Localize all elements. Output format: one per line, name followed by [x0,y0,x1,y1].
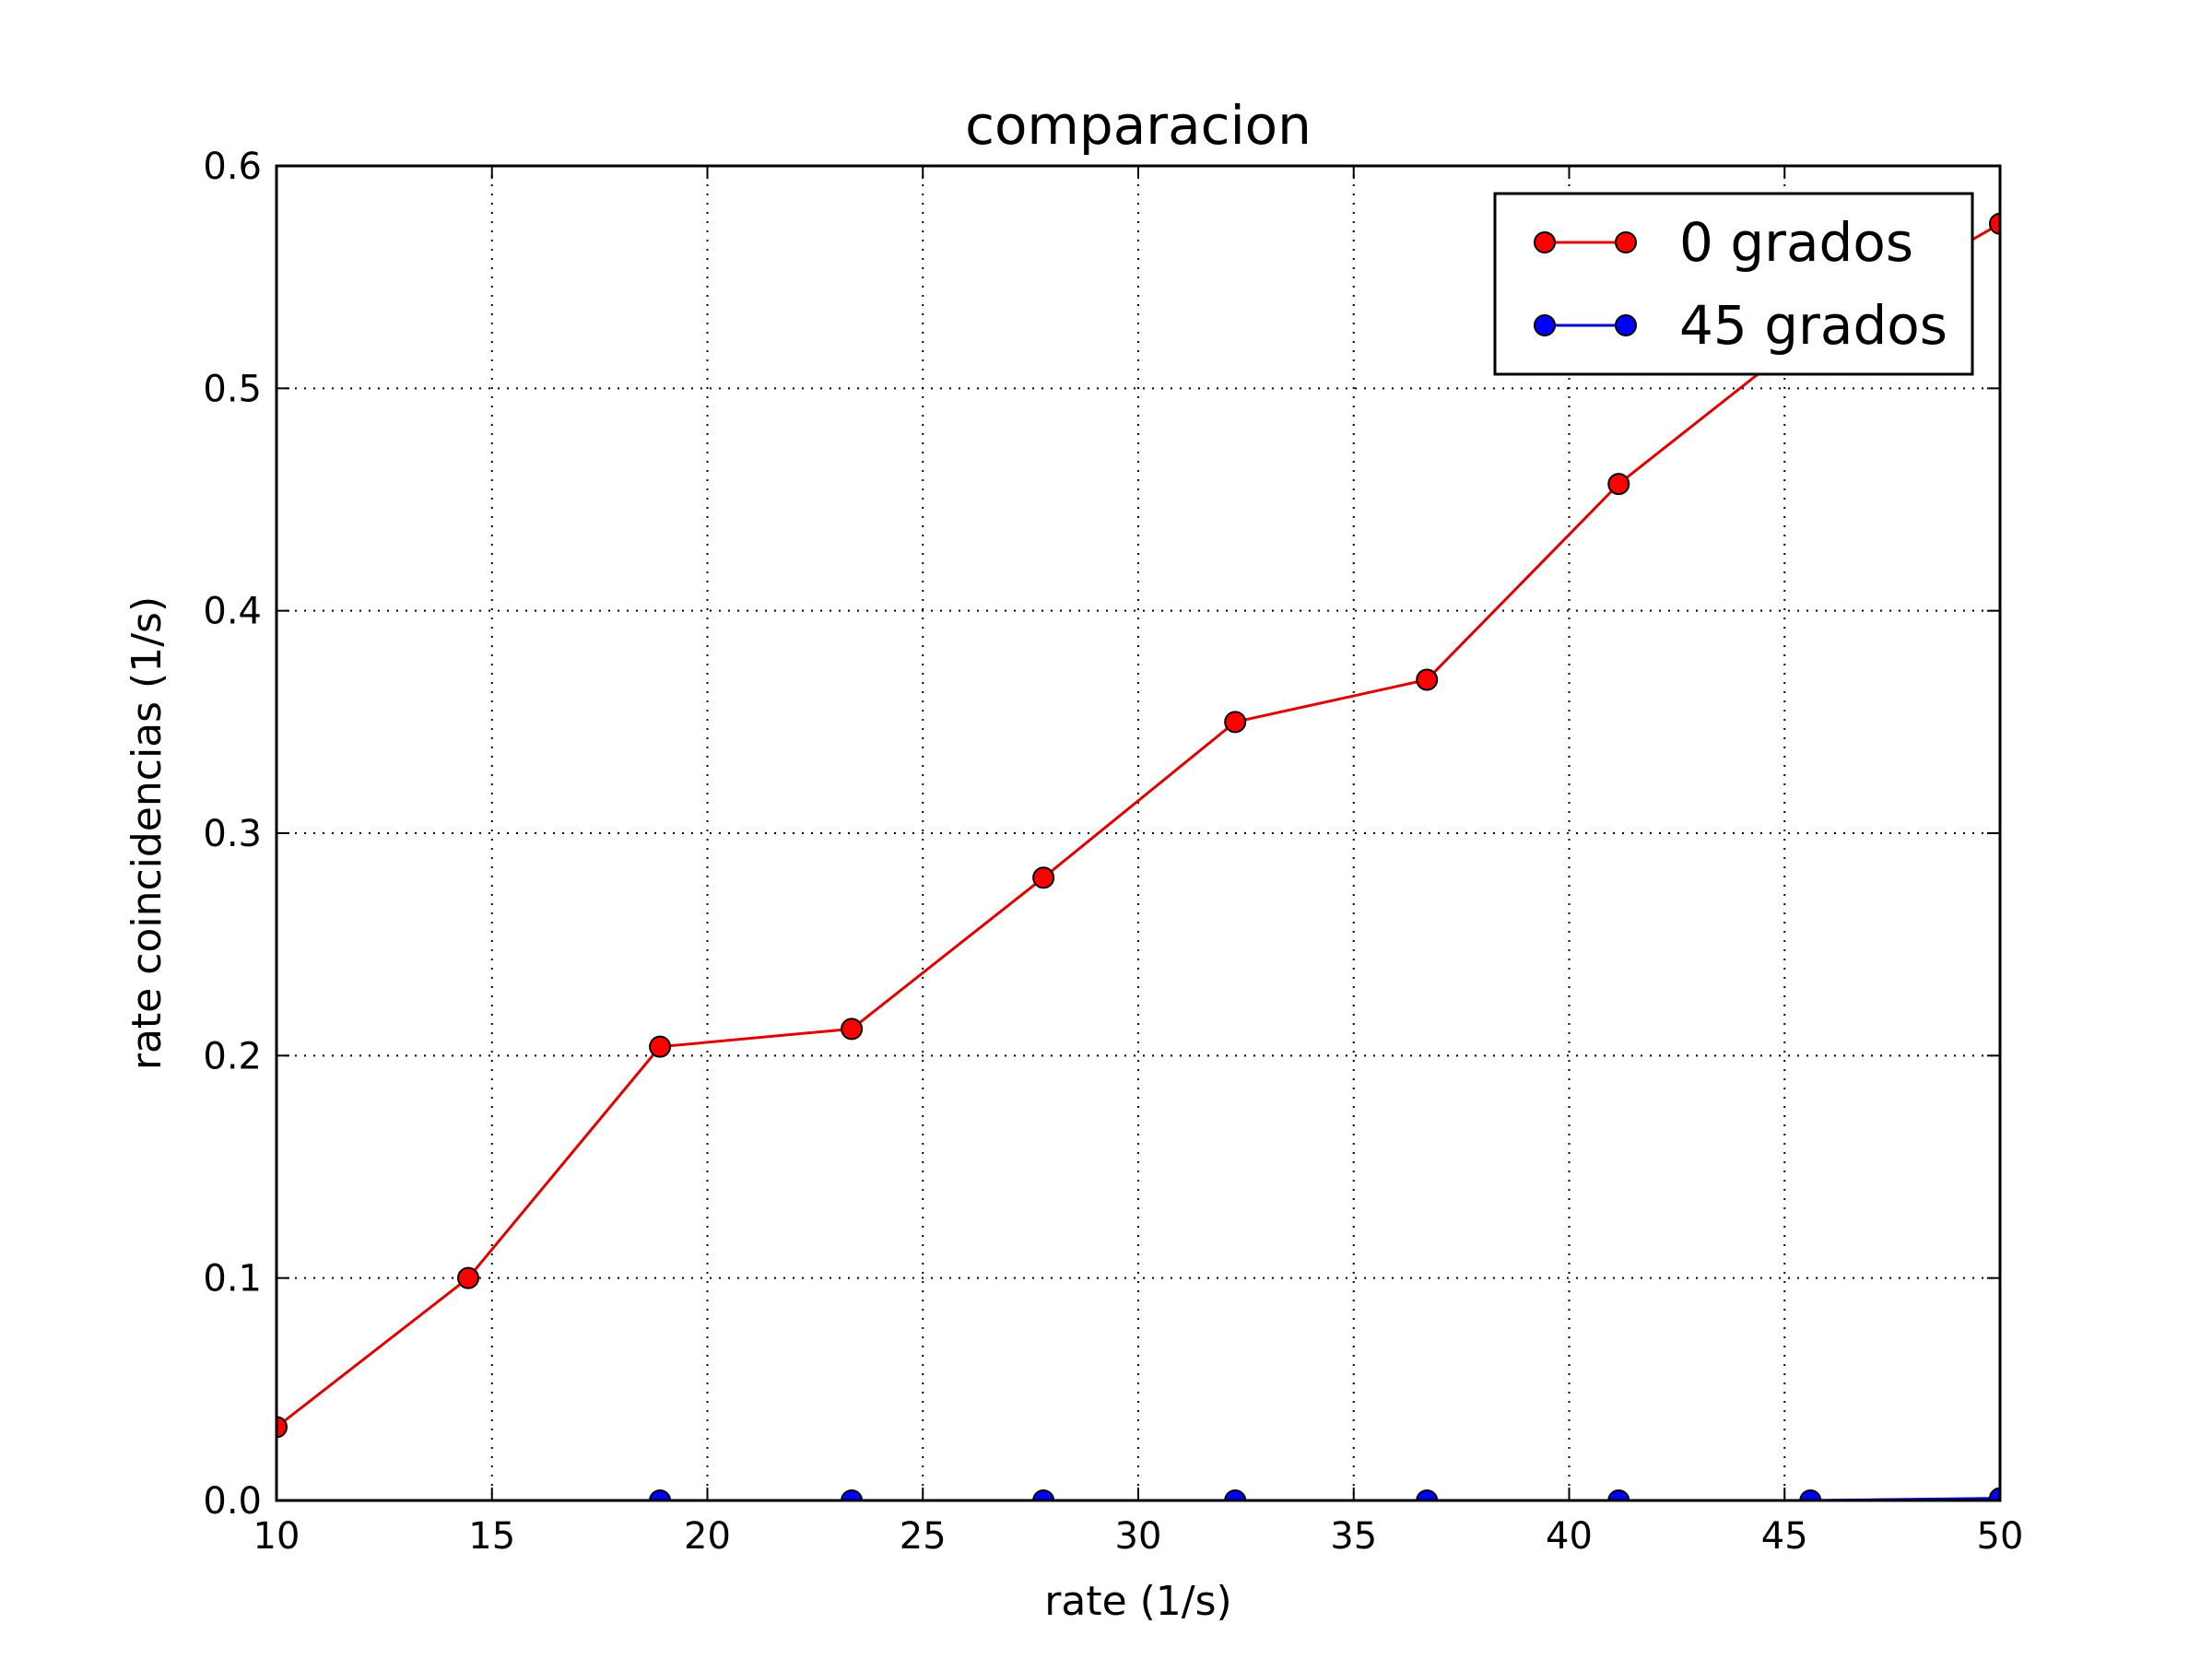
legend-label: 0 grados [1679,211,1913,274]
axis-ticks [276,165,2001,1501]
data-point [1607,1489,1630,1500]
y-tick-label: 0.0 [203,1480,262,1523]
data-point [649,1489,672,1500]
data-point [276,1416,288,1439]
data-point [1416,1489,1439,1500]
series-line [276,222,2000,1429]
data-point [841,1018,864,1041]
tick-labels: 10 15 20 25 30 35 40 45 50 0.0 0.1 0.2 0.3 0.4 0.5 0.6 [203,146,2023,1558]
chart-title: comparacion [965,94,1312,157]
legend-marker [1534,231,1556,253]
y-tick-label: 0.1 [203,1258,262,1300]
legend-marker [1534,314,1556,336]
series-1 [649,1487,2000,1500]
data-point [457,1266,480,1289]
data-point [649,1035,672,1058]
x-tick-label: 25 [900,1515,947,1558]
data-point [1799,1489,1822,1500]
data-point [1032,1489,1055,1500]
legend-marker [1615,231,1637,253]
grid-lines [276,166,2000,1500]
data-point [1607,473,1630,496]
data-point [1989,212,2000,235]
data-point [1224,711,1247,734]
y-tick-label: 0.6 [203,146,262,188]
x-tick-label: 10 [253,1515,300,1558]
legend-label: 45 grados [1679,294,1947,357]
x-tick-label: 45 [1761,1515,1808,1558]
data-point [1224,1489,1247,1500]
x-tick-label: 15 [468,1515,515,1558]
series-0 [276,212,2000,1439]
legend: 0 grados 45 grados [1493,192,1974,376]
y-tick-label: 0.3 [203,813,262,855]
series-layer [276,212,2000,1500]
x-tick-label: 35 [1330,1515,1377,1558]
data-point [841,1489,864,1500]
y-tick-label: 0.2 [203,1035,262,1077]
x-tick-label: 30 [1115,1515,1162,1558]
x-tick-label: 20 [684,1515,731,1558]
data-point [1032,866,1055,889]
legend-entry-1: 45 grados [1534,294,1947,357]
legend-marker [1615,314,1637,336]
y-tick-label: 0.5 [203,368,262,410]
y-axis-title: rate coincidencias (1/s) [124,596,171,1070]
legend-box [1493,192,1974,376]
x-tick-label: 40 [1546,1515,1593,1558]
legend-entry-0: 0 grados [1534,211,1913,274]
data-point [1416,668,1439,691]
x-axis-title: rate (1/s) [1044,1578,1231,1625]
x-tick-label: 50 [1977,1515,2024,1558]
y-tick-label: 0.4 [203,591,262,633]
data-point [1989,1487,2000,1500]
